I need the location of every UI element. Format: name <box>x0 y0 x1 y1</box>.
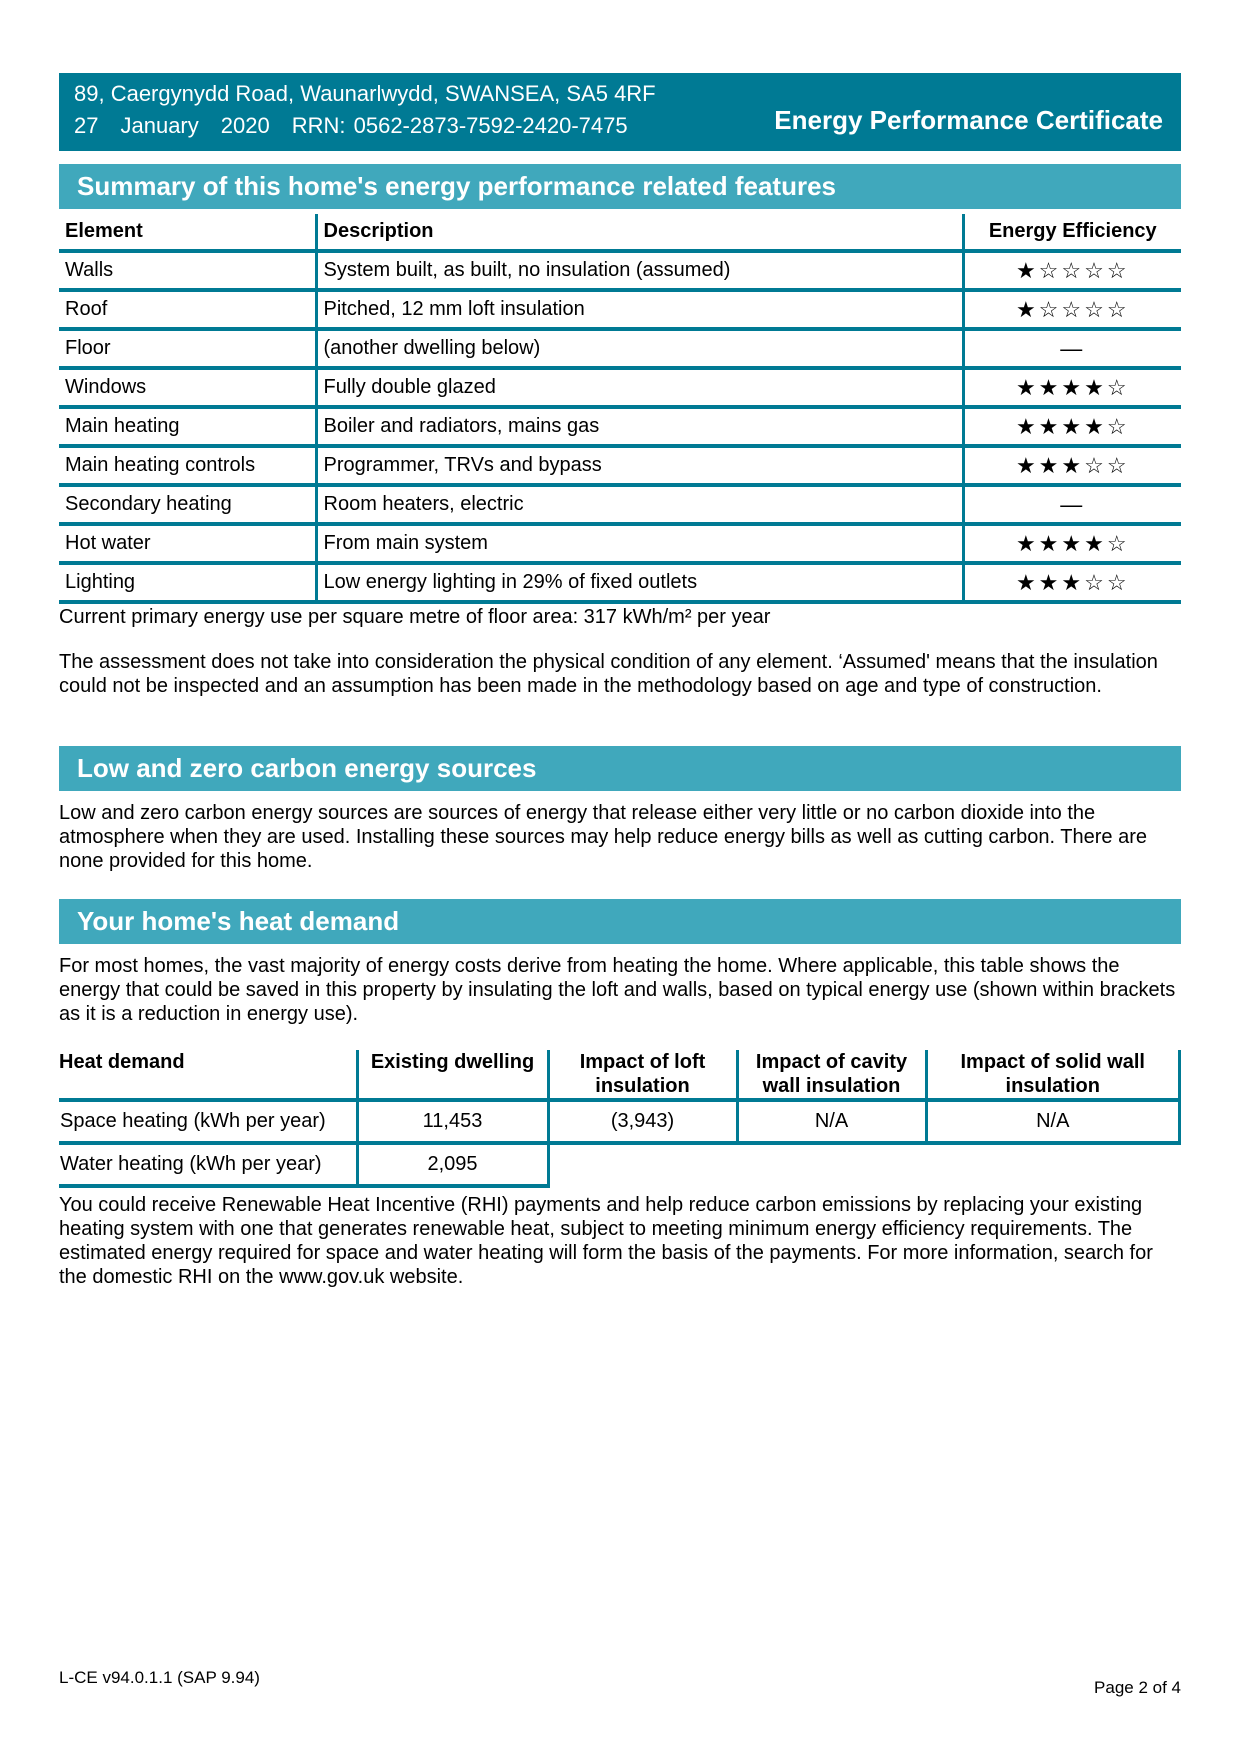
column-header: Impact of cavity wall insulation <box>735 1050 926 1102</box>
star-rating-icon: ★★★★☆ <box>1015 413 1130 439</box>
table-row: Roof Pitched, 12 mm loft insulation ★☆☆☆☆ <box>59 290 1181 331</box>
element-name: Floor <box>59 329 316 370</box>
star-rating-icon: ★★★☆☆ <box>1015 452 1130 478</box>
table-header-row: Element Description Energy Efficiency <box>59 214 1181 253</box>
software-version: L-CE v94.0.1.1 (SAP 9.94) <box>59 1668 260 1687</box>
star-rating-icon: ★★★★☆ <box>1015 374 1130 400</box>
table-row: Main heating controls Programmer, TRVs an… <box>59 446 1181 487</box>
table-row: Secondary heating Room heaters, electric — <box>59 485 1181 526</box>
document-title: Energy Performance Certificate <box>774 105 1163 135</box>
summary-heading: Summary of this home's energy performanc… <box>59 164 1181 209</box>
cell: N/A <box>924 1100 1181 1145</box>
star-rating-icon: — <box>1060 335 1086 361</box>
features-table: Element Description Energy Efficiency Wa… <box>59 214 1181 604</box>
rrn: RRN: 0562-2873-7592-2420-7475 <box>291 113 628 138</box>
table-row: Water heating (kWh per year) 2,095 <box>59 1143 1180 1188</box>
star-rating-icon: ★★★☆☆ <box>1015 569 1130 595</box>
cell: 2,095 <box>355 1143 550 1188</box>
table-row: Hot water From main system ★★★★☆ <box>59 524 1181 565</box>
element-description: Room heaters, electric <box>314 485 963 526</box>
element-description: From main system <box>314 524 963 565</box>
primary-energy-text: Current primary energy use per square me… <box>59 606 771 628</box>
star-rating-icon: ★☆☆☆☆ <box>1015 257 1130 283</box>
column-header: Description <box>314 214 963 253</box>
table-row: Main heating Boiler and radiators, mains … <box>59 407 1181 448</box>
column-header: Impact of loft insulation <box>546 1050 737 1102</box>
element-description: Pitched, 12 mm loft insulation <box>314 290 963 331</box>
date-year: 2020 <box>220 113 270 138</box>
element-name: Main heating <box>59 407 316 448</box>
cell: (3,943) <box>546 1100 737 1145</box>
table-row: Lighting Low energy lighting in 29% of fi… <box>59 563 1181 604</box>
table-row: Windows Fully double glazed ★★★★☆ <box>59 368 1181 409</box>
star-rating-icon: ★☆☆☆☆ <box>1015 296 1130 322</box>
row-label: Space heating (kWh per year) <box>59 1100 357 1145</box>
element-name: Main heating controls <box>59 446 316 487</box>
element-name: Windows <box>59 368 316 409</box>
heat-demand-table: Heat demand Existing dwelling Impact of … <box>59 1050 1181 1188</box>
table-header-row: Heat demand Existing dwelling Impact of … <box>59 1050 1181 1102</box>
column-header: Energy Efficiency <box>961 214 1181 253</box>
certificate-header: 89, Caergynydd Road, Waunarlwydd, SWANSE… <box>59 73 1181 151</box>
date-day: 27 <box>74 113 99 138</box>
element-description: Programmer, TRVs and bypass <box>314 446 963 487</box>
element-name: Secondary heating <box>59 485 316 526</box>
element-description: (another dwelling below) <box>314 329 963 370</box>
element-description: System built, as built, no insulation (a… <box>314 251 963 292</box>
rhi-text: You could receive Renewable Heat Incenti… <box>59 1194 1153 1288</box>
property-address: 89, Caergynydd Road, Waunarlwydd, SWANSE… <box>74 81 656 106</box>
element-name: Lighting <box>59 563 316 604</box>
cell: N/A <box>735 1100 926 1145</box>
element-name: Walls <box>59 251 316 292</box>
date-month: January <box>120 113 199 138</box>
element-name: Hot water <box>59 524 316 565</box>
lzc-text: Low and zero carbon energy sources are s… <box>59 802 1148 872</box>
element-description: Boiler and radiators, mains gas <box>314 407 963 448</box>
element-description: Fully double glazed <box>314 368 963 409</box>
column-header: Existing dwelling <box>355 1050 548 1102</box>
heat-demand-intro: For most homes, the vast majority of ene… <box>59 955 1176 1025</box>
table-row: Space heating (kWh per year) 11,453 (3,9… <box>59 1100 1181 1145</box>
table-row: Walls System built, as built, no insulati… <box>59 251 1181 292</box>
column-header: Element <box>59 214 316 253</box>
star-rating-icon: — <box>1060 491 1086 517</box>
element-description: Low energy lighting in 29% of fixed outl… <box>314 563 963 604</box>
heat-demand-heading: Your home's heat demand <box>59 899 1181 944</box>
table-row: Floor (another dwelling below) — <box>59 329 1181 370</box>
column-header: Impact of solid wall insulation <box>924 1050 1181 1102</box>
star-rating-icon: ★★★★☆ <box>1015 530 1130 556</box>
lzc-heading: Low and zero carbon energy sources <box>59 746 1181 791</box>
page-number: Page 2 of 4 <box>1094 1678 1181 1697</box>
element-name: Roof <box>59 290 316 331</box>
column-header: Heat demand <box>59 1050 357 1102</box>
cell: 11,453 <box>355 1100 548 1145</box>
assessment-note: The assessment does not take into consid… <box>59 651 1158 697</box>
row-label: Water heating (kWh per year) <box>59 1143 357 1188</box>
certificate-date-rrn: 27 January 2020 RRN: 0562-2873-7592-2420-74… <box>74 113 650 139</box>
